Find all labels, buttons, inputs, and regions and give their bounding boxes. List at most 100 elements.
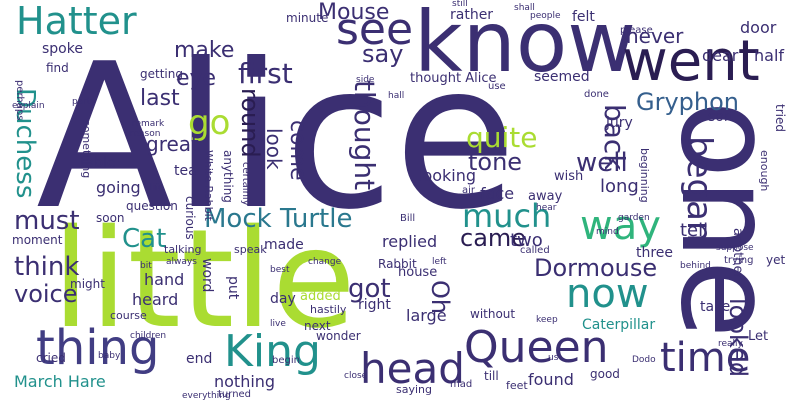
word-question: question bbox=[126, 199, 178, 213]
word-minute: minute bbox=[286, 11, 329, 25]
word-jury: jury bbox=[606, 115, 633, 131]
word-table: table bbox=[80, 155, 116, 171]
word-curious: curious bbox=[183, 196, 197, 240]
word-keep: keep bbox=[536, 315, 558, 325]
word-speak: speak bbox=[234, 243, 267, 256]
word-three: three bbox=[636, 245, 674, 261]
word-please: please bbox=[620, 25, 653, 36]
word-best: best bbox=[270, 265, 290, 275]
word-find: find bbox=[46, 61, 69, 75]
word-face: face bbox=[480, 184, 515, 203]
word-something: something bbox=[80, 120, 93, 179]
word-alice: Alice bbox=[36, 21, 517, 254]
word-time: time bbox=[660, 335, 751, 381]
word-come: come bbox=[285, 120, 310, 181]
word-thing: thing bbox=[36, 320, 160, 376]
word-life: life bbox=[150, 183, 164, 193]
word-go: go bbox=[188, 103, 231, 143]
word-side: side bbox=[356, 75, 375, 85]
word-voice: voice bbox=[14, 280, 78, 308]
word-good: good bbox=[590, 367, 620, 381]
word-called: called bbox=[520, 245, 550, 256]
word-see: see bbox=[336, 4, 414, 55]
word-suppose: suppose bbox=[716, 243, 754, 253]
word-caterpillar: Caterpillar bbox=[582, 317, 656, 333]
word-cat: Cat bbox=[122, 224, 167, 254]
word-hall: hall bbox=[388, 91, 405, 101]
word-sort: sort bbox=[708, 109, 736, 125]
word-people: people bbox=[530, 11, 561, 21]
word-rabbit: Rabbit bbox=[378, 257, 417, 271]
word-always: always bbox=[166, 257, 197, 267]
word-hatter: Hatter bbox=[16, 0, 137, 43]
word-turned: turned bbox=[218, 389, 252, 400]
word-king: King bbox=[224, 326, 321, 377]
word-left: left bbox=[432, 257, 447, 267]
word-two: two bbox=[510, 230, 543, 251]
word-look: look bbox=[262, 128, 286, 170]
word-dormouse: Dormouse bbox=[534, 254, 658, 282]
word-live: live bbox=[270, 319, 286, 329]
word-done: done bbox=[584, 89, 609, 100]
word-day: day bbox=[270, 291, 296, 307]
word-now: now bbox=[566, 271, 649, 317]
word-nothing: nothing bbox=[214, 372, 276, 391]
word-soon: soon bbox=[96, 211, 125, 225]
word-moment: moment bbox=[12, 233, 63, 247]
word-trying: trying bbox=[724, 255, 754, 266]
word-tell: tell bbox=[680, 220, 709, 241]
word-tone: tone bbox=[468, 148, 523, 176]
word-party: party bbox=[72, 97, 96, 107]
word-certainly: certainly bbox=[240, 162, 251, 206]
word-thought: thought bbox=[348, 80, 381, 191]
word-found: found bbox=[528, 370, 574, 389]
word-made: made bbox=[264, 237, 304, 253]
word-queen: Queen bbox=[464, 322, 609, 373]
word-large: large bbox=[406, 306, 447, 325]
word-talking: talking bbox=[164, 243, 202, 256]
word-take: take bbox=[700, 299, 731, 315]
word-saying: saying bbox=[396, 383, 432, 396]
word-make: make bbox=[174, 38, 235, 63]
word-beginning: beginning bbox=[638, 148, 651, 203]
word-really: really bbox=[718, 339, 743, 349]
word-march-hare: March Hare bbox=[14, 372, 106, 391]
word-enough: enough bbox=[758, 150, 771, 192]
word-dodo: Dodo bbox=[632, 355, 656, 365]
word-put: put bbox=[225, 276, 241, 300]
word-spoke: spoke bbox=[42, 41, 83, 57]
word-got: got bbox=[348, 274, 391, 304]
word-well: well bbox=[576, 148, 628, 178]
word-gryphon: Gryphon bbox=[636, 88, 740, 116]
word-next: next bbox=[304, 319, 331, 333]
word-quite: quite bbox=[466, 121, 538, 154]
word-end: end bbox=[186, 351, 213, 367]
word-another: another bbox=[730, 228, 745, 279]
word-replied: replied bbox=[382, 232, 438, 251]
word-everything: everything bbox=[182, 391, 231, 401]
word-much: much bbox=[462, 197, 552, 235]
word-looking: looking bbox=[418, 166, 477, 185]
word-away: away bbox=[528, 189, 563, 204]
word-long: long bbox=[600, 176, 639, 197]
word-rather: rather bbox=[450, 7, 494, 23]
word-door: door bbox=[740, 18, 777, 37]
word-still: still bbox=[452, 0, 468, 9]
word-way: way bbox=[580, 203, 661, 249]
word-mind: mind bbox=[596, 227, 619, 237]
word-dear: dear bbox=[702, 46, 739, 65]
word-must: must bbox=[14, 206, 80, 236]
word-remark: remark bbox=[132, 119, 165, 129]
word-round: round bbox=[236, 88, 264, 158]
word-wish: wish bbox=[554, 169, 584, 184]
word-mock-turtle: Mock Turtle bbox=[204, 204, 353, 234]
word-tea: tea bbox=[174, 163, 197, 179]
word-hand: hand bbox=[144, 270, 185, 289]
word-baby: baby bbox=[98, 351, 121, 361]
word-explain: explain bbox=[12, 101, 45, 111]
word-eye: eye bbox=[176, 66, 217, 91]
word-children: children bbox=[130, 331, 167, 341]
word-garden: garden bbox=[618, 213, 650, 223]
word-air: air bbox=[462, 185, 476, 196]
